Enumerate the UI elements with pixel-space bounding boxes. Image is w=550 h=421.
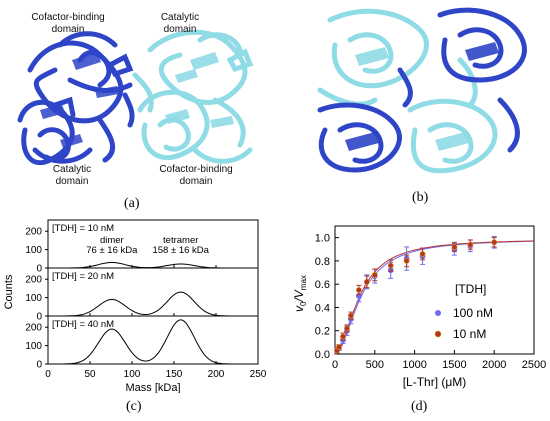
- y-axis-label: Counts: [3, 274, 15, 309]
- subplot-label: [TDH] = 10 nM: [52, 223, 114, 234]
- peak-label-tetramer: tetramer: [163, 235, 198, 246]
- panel-d-label: (d): [411, 399, 428, 414]
- annotation-cofactor-binding-domain-right: Cofactor-binding domain: [159, 164, 233, 187]
- peak-label-dimer: dimer: [100, 235, 124, 246]
- x-tick-label: 0: [332, 359, 338, 371]
- fit-curve-2: [334, 240, 535, 355]
- data-point-10nm: [491, 239, 498, 246]
- y-tick-label: 100: [25, 245, 42, 256]
- y-tick-label: 0: [36, 264, 42, 275]
- x-axis-label: [L-Thr] (μM): [403, 375, 467, 389]
- data-point-10nm: [363, 278, 370, 285]
- panel-b: [300, 0, 550, 190]
- protein-dimer-ribbon-image: [17, 29, 254, 166]
- fit-curve-1: [334, 240, 534, 355]
- legend-label-10nm: 10 nM: [453, 327, 486, 341]
- series-line-2: [48, 291, 258, 317]
- y-tick-label: 0.8: [315, 256, 330, 268]
- subplot-label: [TDH] = 20 nM: [52, 271, 114, 282]
- data-point-10nm: [451, 244, 458, 250]
- legend-label-100nm: 100 nM: [453, 306, 493, 320]
- y-axis-label: v0/Vmax: [292, 275, 308, 312]
- x-tick-label: 50: [84, 369, 96, 380]
- cyan-subunits: [317, 8, 498, 174]
- panel-c-label: (c): [126, 399, 142, 414]
- y-tick-label: 200: [25, 323, 42, 334]
- x-axis-label: Mass [kDa]: [125, 382, 180, 393]
- annotation-catalytic-domain-left: Catalytic domain: [52, 164, 92, 187]
- data-point-10nm: [371, 271, 378, 278]
- y-tick-label: 200: [25, 275, 42, 286]
- data-point-10nm: [336, 344, 342, 350]
- y-tick-label: 100: [25, 293, 42, 304]
- subplot-label: [TDH] = 40 nM: [52, 319, 114, 330]
- x-tick-label: 200: [208, 369, 225, 380]
- mass-histogram-chart: 0 100 200 [TDH] = 10 nM 0 100 200 [TDH] = 20 nM…: [3, 219, 267, 394]
- panel-b-label: (b): [412, 190, 429, 205]
- legend-marker-10nm: [434, 330, 442, 338]
- x-tick-label: 1000: [402, 359, 426, 371]
- y-tick-label: 0.4: [315, 302, 330, 314]
- x-tick-label: 250: [250, 369, 267, 380]
- annotation-cofactor-binding-domain-left: Cofactor-binding domain: [31, 12, 105, 35]
- x-tick-label: 1500: [442, 359, 466, 371]
- y-tick-label: 0.0: [315, 349, 330, 361]
- x-tick-label: 2500: [522, 359, 546, 371]
- y-tick-label: 200: [25, 227, 42, 238]
- x-tick-label: 500: [366, 359, 384, 371]
- plot-frame: [334, 225, 535, 355]
- dark-blue-subunits: [317, 7, 527, 173]
- panel-a: Cofactor-binding domain Catalytic domain…: [0, 0, 290, 200]
- y-tick-label: 0.2: [315, 326, 330, 338]
- legend-marker-100nm: [435, 310, 441, 316]
- y-tick-label: 0: [36, 312, 42, 323]
- y-tick-label: 1.0: [315, 233, 330, 245]
- data-point-10nm: [344, 325, 350, 332]
- data-point-10nm: [348, 312, 354, 319]
- series-line-1: [48, 262, 258, 269]
- annotation-catalytic-domain-right: Catalytic domain: [160, 12, 200, 35]
- panel-d: 0.0 0.2 0.4 0.6 0.8 1.0 0 500 1000 1500 2000 2500 [L…: [285, 218, 550, 418]
- subplot-frame: [47, 315, 259, 365]
- y-tick-label: 0.6: [315, 279, 330, 291]
- x-tick-label: 150: [166, 369, 183, 380]
- x-tick-label: 100: [124, 369, 141, 380]
- data-point-10nm: [467, 241, 474, 248]
- data-point-10nm: [340, 333, 346, 340]
- peak-mass-dimer: 76 ± 16 kDa: [86, 245, 138, 256]
- data-point-10nm: [403, 258, 410, 264]
- kinetics-chart: 0.0 0.2 0.4 0.6 0.8 1.0 0 500 1000 1500 2000 2500 [L…: [292, 225, 546, 389]
- y-tick-label: 100: [25, 341, 42, 352]
- data-point-10nm: [419, 251, 426, 257]
- x-tick-label: 0: [45, 369, 51, 380]
- x-tick-label: 2000: [482, 359, 506, 371]
- peak-mass-tetramer: 158 ± 16 kDa: [152, 245, 209, 256]
- y-tick-label: 0: [36, 360, 42, 371]
- protein-tetramer-ribbon-image: [317, 7, 527, 174]
- legend-title: [TDH]: [455, 282, 486, 296]
- panel-a-label: (a): [124, 196, 140, 211]
- data-point-10nm: [355, 287, 362, 293]
- panel-c: 0 100 200 [TDH] = 10 nM 0 100 200 [TDH] = 20 nM…: [0, 218, 275, 418]
- data-point-10nm: [387, 262, 394, 269]
- series-line-3: [48, 319, 258, 365]
- cyan-subunit: [132, 29, 254, 164]
